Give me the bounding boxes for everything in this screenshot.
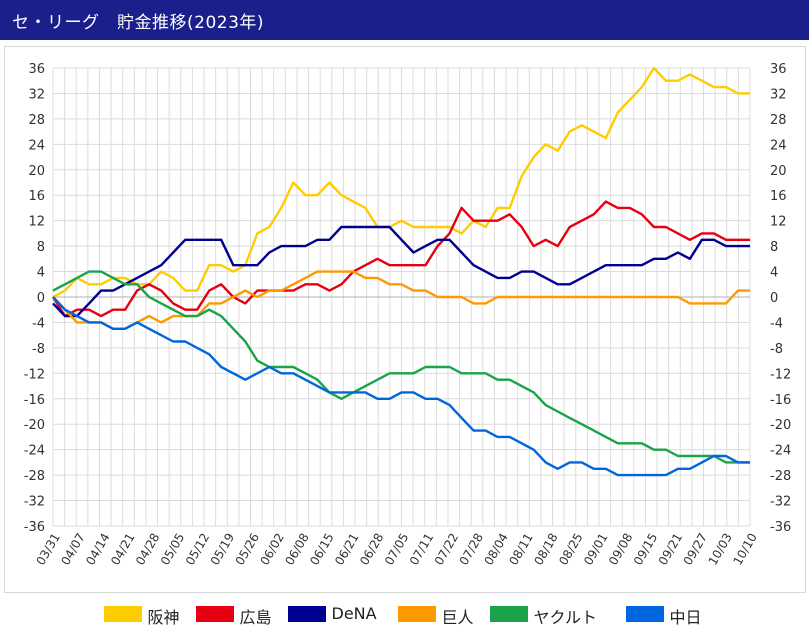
x-tick-label: 08/18 [531, 531, 560, 568]
y-tick-label-right: 20 [770, 164, 787, 179]
x-tick-label: 05/12 [183, 531, 212, 568]
y-tick-label-right: -36 [770, 520, 791, 535]
line-chart: -36 -36 -32 -32 -28 -28 -24 -24 -20 -20 -16 -16 -12 -… [24, 62, 791, 568]
y-tick-label-left: 24 [28, 138, 45, 153]
y-tick-label-right: 0 [770, 291, 778, 306]
x-tick-label: 10/03 [706, 531, 735, 568]
y-tick-label-right: -4 [770, 316, 783, 331]
x-tick-label: 05/05 [158, 531, 187, 568]
page-title: セ・リーグ 貯金推移(2023年) [12, 13, 265, 33]
y-tick-label-right: -32 [770, 495, 791, 510]
x-tick-label: 04/14 [83, 531, 112, 568]
series-line-DeNA [52, 225, 750, 318]
legend-label: 中日 [669, 608, 702, 627]
y-tick-label-right: -12 [770, 367, 791, 382]
legend-swatch [489, 606, 528, 622]
x-tick-label: 09/27 [681, 531, 710, 568]
y-tick-label-left: 32 [28, 87, 45, 102]
legend-swatch [397, 606, 436, 622]
x-tick-label: 07/22 [432, 531, 461, 568]
y-tick-label-left: 12 [28, 215, 45, 230]
y-tick-label-right: 4 [770, 266, 778, 281]
x-tick-label: 09/21 [656, 531, 685, 568]
x-tick-label: 08/25 [556, 531, 585, 568]
y-tick-label-right: -8 [770, 342, 783, 357]
y-tick-label-right: 12 [770, 215, 787, 230]
y-tick-label-right: 36 [770, 62, 787, 77]
y-tick-label-left: -36 [24, 520, 45, 535]
x-tick-label: 08/11 [506, 531, 535, 568]
y-tick-label-left: 36 [28, 62, 45, 77]
y-tick-label-left: 28 [28, 113, 45, 128]
chart-panel: -36 -36 -32 -32 -28 -28 -24 -24 -20 -20 -16 -16 -12 -… [4, 46, 806, 593]
series-line-広島 [51, 200, 750, 318]
y-tick-label-left: 0 [37, 291, 45, 306]
x-tick-label: 06/15 [307, 531, 336, 568]
y-tick-label-left: -20 [24, 418, 45, 433]
x-tick-label: 09/15 [631, 531, 660, 568]
y-tick-label-left: 8 [37, 240, 45, 255]
x-tick-label: 09/01 [581, 531, 610, 568]
y-tick-label-right: 28 [770, 113, 787, 128]
x-tick-label: 07/11 [407, 531, 436, 568]
y-tick-label-left: 16 [28, 189, 45, 204]
y-tick-label-left: -32 [24, 495, 45, 510]
x-tick-label: 03/31 [33, 531, 62, 568]
y-tick-label-left: -4 [32, 316, 45, 331]
legend-label: 阪神 [147, 608, 180, 627]
legend-label: DeNA [331, 604, 377, 623]
legend-swatch [195, 606, 234, 622]
x-tick-label: 05/26 [233, 531, 262, 568]
series-line-ヤクルト [52, 270, 750, 464]
chart-legend: 阪神 広島 DeNA 巨人 ヤクルト 中日 [0, 600, 809, 632]
y-tick-label-left: -8 [32, 342, 45, 357]
series-line-巨人 [52, 270, 750, 330]
x-tick-label: 10/10 [730, 531, 759, 568]
legend-label: 広島 [239, 608, 272, 627]
y-tick-label-right: 24 [770, 138, 787, 153]
x-tick-label: 06/08 [282, 531, 311, 568]
header-bar: セ・リーグ 貯金推移(2023年) [0, 0, 809, 40]
x-tick-label: 07/28 [457, 531, 486, 568]
y-tick-label-right: -28 [770, 469, 791, 484]
y-tick-label-right: 32 [770, 87, 787, 102]
series-line-中日 [52, 296, 750, 477]
x-tick-label: 04/28 [133, 531, 162, 568]
legend-label: 巨人 [441, 608, 474, 627]
y-tick-label-right: -24 [770, 444, 791, 459]
y-tick-label-left: -28 [24, 469, 45, 484]
y-tick-label-left: 4 [37, 266, 45, 281]
x-tick-label: 09/08 [606, 531, 635, 568]
x-tick-label: 04/07 [58, 531, 87, 568]
x-tick-label: 05/19 [208, 531, 237, 568]
y-tick-label-left: -16 [24, 393, 45, 408]
legend-swatch [103, 606, 142, 622]
y-tick-label-left: -12 [24, 367, 45, 382]
legend-label: ヤクルト [533, 608, 598, 627]
legend-swatch [287, 606, 326, 622]
series-line-阪神 [52, 66, 750, 299]
legend-swatch [625, 606, 664, 622]
y-tick-label-left: 20 [28, 164, 45, 179]
y-tick-label-right: -16 [770, 393, 791, 408]
x-tick-label: 07/05 [382, 531, 411, 568]
y-tick-label-left: -24 [24, 444, 45, 459]
x-tick-label: 08/04 [482, 531, 511, 568]
x-tick-label: 04/21 [108, 531, 137, 568]
x-tick-label: 06/28 [357, 531, 386, 568]
y-tick-label-right: 16 [770, 189, 787, 204]
x-tick-label: 06/02 [257, 531, 286, 568]
y-tick-label-right: 8 [770, 240, 778, 255]
x-tick-label: 06/21 [332, 531, 361, 568]
y-tick-label-right: -20 [770, 418, 791, 433]
